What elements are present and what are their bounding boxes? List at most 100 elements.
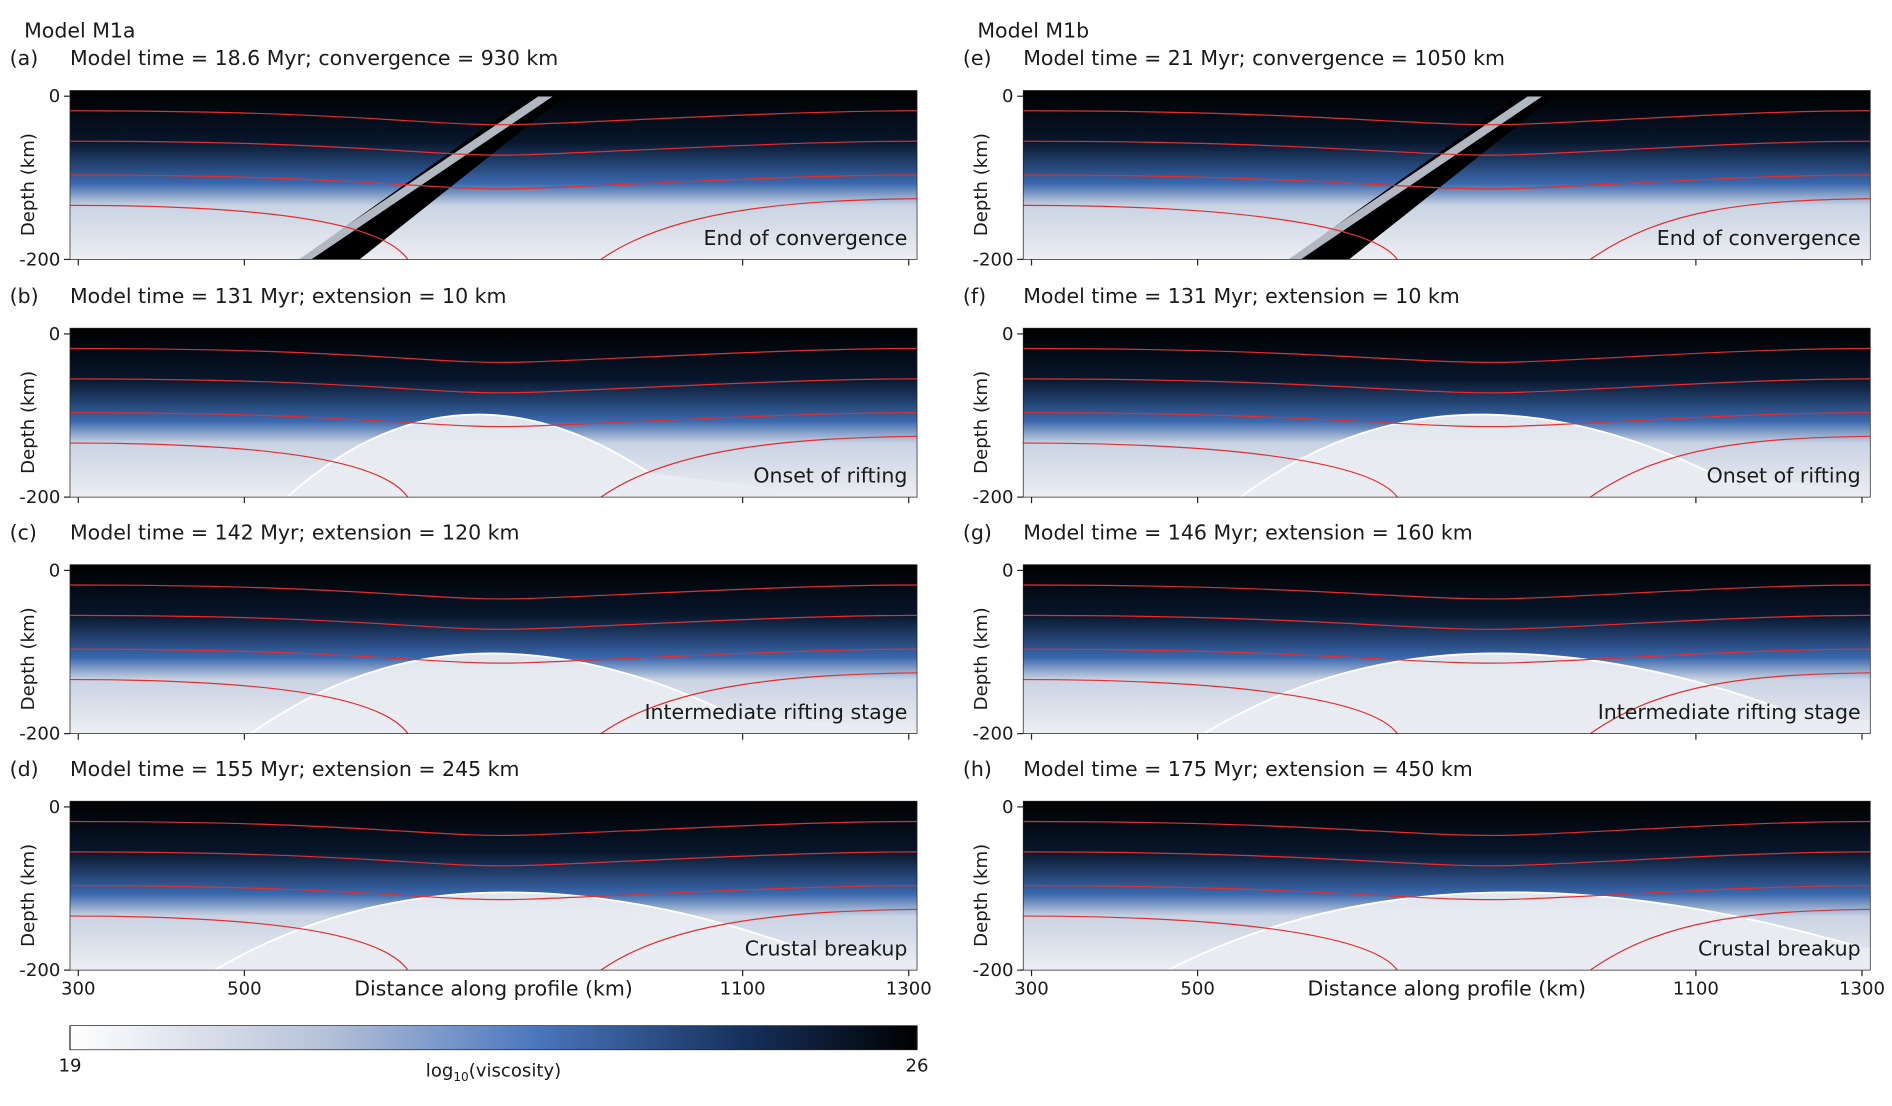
y-axis-title: Depth (km) (971, 607, 992, 710)
panel-caption: Model time = 131 Myr; extension = 10 km (70, 284, 506, 308)
dome-edge (1167, 891, 1857, 971)
dome-edge (1239, 413, 1712, 498)
frame (69, 327, 918, 498)
y-tick-label: -200 (973, 249, 1014, 270)
isotherm (1023, 198, 1871, 260)
isotherm (69, 435, 918, 498)
dome (214, 892, 918, 971)
isotherm (69, 198, 918, 260)
y-tick-label: -200 (19, 960, 60, 981)
stage-label: Onset of rifting (1707, 464, 1861, 488)
y-axis-title: Depth (km) (971, 371, 992, 474)
y-tick-label: -200 (973, 724, 1014, 745)
field (69, 328, 918, 498)
isotherm (1023, 347, 1871, 364)
isotherm (1023, 174, 1871, 190)
dome (250, 653, 915, 734)
x-tick-label: 300 (1014, 978, 1049, 999)
y-tick-label: 0 (1002, 324, 1014, 345)
isotherm (1023, 672, 1871, 734)
isotherm (69, 174, 918, 190)
y-tick-label: 0 (49, 324, 61, 345)
isotherm (1023, 140, 1871, 156)
label-part: log (426, 1060, 454, 1081)
field (1023, 564, 1871, 734)
dome-edge (214, 891, 795, 971)
isotherm (69, 110, 918, 126)
slab-edge (296, 96, 553, 260)
field (1023, 328, 1871, 498)
frame (1022, 564, 1871, 734)
frame (1022, 327, 1871, 498)
dome-edge (1203, 652, 1784, 734)
panel-caption: Model time = 146 Myr; extension = 160 km (1023, 520, 1473, 544)
y-tick-label: 0 (49, 797, 61, 818)
x-tick-label: 500 (1180, 978, 1215, 999)
panel-label: (e) (963, 46, 992, 70)
y-tick-label: 0 (49, 560, 61, 581)
panel-caption: Model time = 18.6 Myr; convergence = 930… (70, 46, 558, 70)
isotherm (69, 672, 918, 734)
panel-label: (h) (963, 757, 992, 781)
frame (1022, 90, 1871, 260)
colorbar-tick-label: 19 (58, 1055, 81, 1076)
colorbar (69, 1025, 918, 1051)
y-tick-label: -200 (973, 487, 1014, 508)
panel-image (1022, 90, 1871, 260)
panel-label: (a) (10, 46, 39, 70)
y-tick-label: -200 (19, 249, 60, 270)
slab-edge (1286, 96, 1543, 260)
isotherm (69, 584, 918, 600)
stage-label: Intermediate rifting stage (644, 700, 907, 724)
panel-label: (g) (963, 520, 992, 544)
panel-image (69, 327, 918, 498)
dome (1204, 653, 1871, 734)
isotherm (69, 378, 918, 394)
y-tick-label: 0 (1002, 86, 1014, 107)
x-tick-label: 1100 (1673, 978, 1719, 999)
isotherm (1023, 378, 1871, 394)
frame (69, 564, 918, 734)
x-tick-label: 1100 (720, 978, 766, 999)
column-title: Model M1b (977, 18, 1089, 42)
panel-caption: Model time = 155 Myr; extension = 245 km (70, 757, 520, 781)
label-part: (viscosity) (469, 1060, 561, 1081)
viscosity-field (69, 90, 918, 260)
panel-label: (b) (10, 284, 39, 308)
frame (69, 90, 918, 260)
isotherm (1023, 412, 1871, 428)
x-tick-label: 1300 (1839, 978, 1885, 999)
y-tick-label: -200 (19, 487, 60, 508)
dome-edge (250, 652, 722, 734)
isotherm (1023, 820, 1871, 837)
panel-image (1022, 564, 1871, 734)
y-axis-title: Depth (km) (18, 371, 39, 474)
x-tick-label: 1300 (886, 978, 932, 999)
stage-label: Onset of rifting (753, 464, 907, 488)
y-axis-title: Depth (km) (18, 844, 39, 947)
isotherm (1023, 908, 1871, 971)
label-part: 10 (453, 1070, 468, 1084)
y-axis-title: Depth (km) (18, 607, 39, 710)
field (69, 90, 918, 260)
isotherm (69, 851, 918, 867)
column-title: Model M1a (24, 18, 135, 42)
panel-caption: Model time = 131 Myr; extension = 10 km (1023, 284, 1459, 308)
isotherm (69, 347, 918, 364)
frame (69, 800, 918, 971)
x-tick-label: 300 (61, 978, 96, 999)
dome (287, 414, 843, 498)
panel-image (69, 564, 918, 734)
isotherm (69, 908, 918, 971)
y-tick-label: -200 (19, 724, 60, 745)
field (69, 564, 918, 734)
isotherm (69, 140, 918, 156)
isotherm (1023, 851, 1871, 867)
y-axis-title: Depth (km) (971, 133, 992, 236)
y-tick-label: -200 (973, 960, 1014, 981)
isotherm (1023, 584, 1871, 600)
dome (1240, 414, 1871, 498)
panel-image (69, 800, 918, 971)
